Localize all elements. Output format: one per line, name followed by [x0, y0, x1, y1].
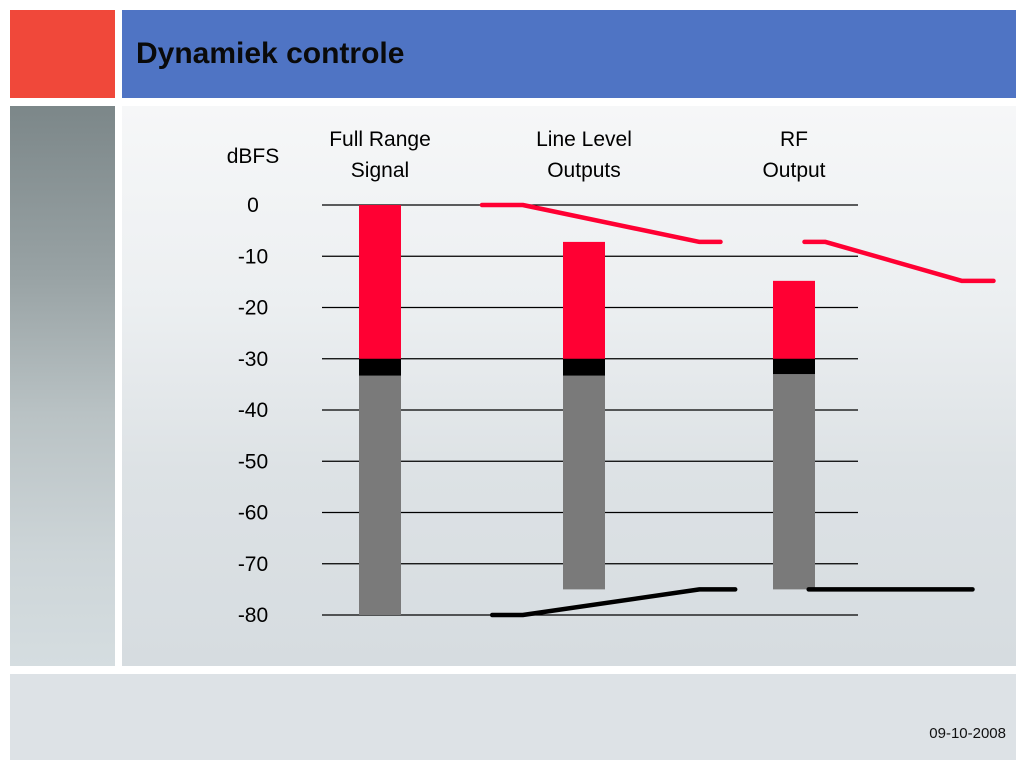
bar-noise-margin — [359, 358, 401, 376]
bar-headroom — [563, 241, 605, 359]
footer-date: 09-10-2008 — [929, 725, 1006, 742]
category-label: RF Output — [762, 128, 825, 182]
side-panel — [10, 106, 115, 666]
y-tick-label: -40 — [238, 399, 268, 422]
y-tick-label: -80 — [238, 604, 268, 627]
y-tick-label: -10 — [238, 245, 268, 268]
bar-layer — [359, 205, 815, 615]
bar-noise-floor — [563, 375, 605, 590]
peak-level-line — [802, 239, 996, 284]
line-layer — [479, 202, 996, 618]
accent-block — [10, 10, 115, 98]
y-tick-label: -20 — [238, 297, 268, 320]
category-label: Line Level Outputs — [536, 128, 632, 182]
bar-noise-floor — [773, 374, 815, 590]
bar-headroom — [773, 280, 815, 359]
bar-noise-margin — [563, 358, 605, 376]
y-tick-label: -50 — [238, 450, 268, 473]
category-label: Full Range Signal — [329, 128, 431, 182]
y-tick-label: 0 — [247, 194, 259, 217]
slide-title: Dynamiek controle — [136, 37, 405, 70]
bar-noise-floor — [359, 375, 401, 615]
bar-noise-margin — [773, 358, 815, 375]
peak-level-line — [479, 202, 723, 245]
y-axis-label: dBFS — [227, 145, 280, 168]
y-tick-label: -30 — [238, 348, 268, 371]
title-bar: Dynamiek controle — [122, 10, 1016, 98]
noise-floor-line — [489, 587, 738, 618]
y-tick-label: -60 — [238, 502, 268, 525]
bar-headroom — [359, 205, 401, 359]
footer-bar: 09-10-2008 — [10, 674, 1016, 760]
text-layer: 0 -10 -20 -30 -40 -50 -60 -70 -80 dBFS Full Range S… — [227, 128, 826, 627]
y-tick-label: -70 — [238, 553, 268, 576]
